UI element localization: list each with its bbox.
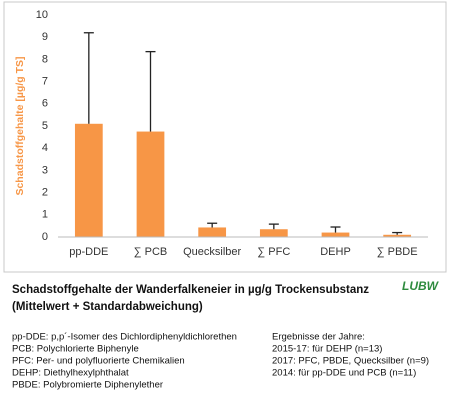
x-tick-label: Quecksilber xyxy=(183,246,241,258)
year-note: 2015-17: für DEHP (n=13) xyxy=(272,344,382,355)
year-note: 2017: PFC, PBDE, Quecksilber (n=9) xyxy=(272,356,429,367)
error-bar xyxy=(330,226,341,233)
y-axis-label: Schadstoffgehalte [µg/g TS] xyxy=(14,56,26,195)
y-tick-label: 3 xyxy=(42,164,48,176)
bar xyxy=(259,229,288,237)
y-tick-label: 6 xyxy=(42,98,48,110)
note: DEHP: Diethylhexylphthalat xyxy=(12,368,129,379)
bar xyxy=(74,123,103,237)
error-bar xyxy=(83,32,94,124)
y-tick-label: 7 xyxy=(42,76,48,88)
error-bar xyxy=(392,231,403,235)
y-tick-label: 2 xyxy=(42,187,48,199)
bar xyxy=(383,234,412,237)
error-bar xyxy=(145,50,156,132)
y-tick-label: 0 xyxy=(42,231,48,243)
y-tick-label: 1 xyxy=(42,209,48,221)
bar xyxy=(198,227,227,237)
note: PCB: Polychlorierte Biphenyle xyxy=(12,344,139,355)
note: PFC: Per- und polyfluorierte Chemikalien xyxy=(12,356,185,367)
note: pp-DDE: p,p´-Isomer des Dichlordiphenyld… xyxy=(12,332,237,343)
note: PBDE: Polybromierte Diphenylether xyxy=(12,380,163,391)
caption-title: (Mittelwert + Standardabweichung) xyxy=(12,301,203,313)
x-tick-label: pp-DDE xyxy=(69,246,108,258)
x-tick-label: DEHP xyxy=(320,246,351,258)
caption-title: Schadstoffgehalte der Wanderfalkeneier i… xyxy=(12,284,369,296)
y-tick-label: 9 xyxy=(42,31,48,43)
y-tick-label: 5 xyxy=(42,120,48,132)
x-tick-label: ∑ PCB xyxy=(134,246,168,258)
logo: LUBW xyxy=(402,279,440,293)
x-tick-label: ∑ PFC xyxy=(257,246,290,258)
y-tick-label: 10 xyxy=(36,9,48,21)
y-tick-label: 4 xyxy=(42,142,48,154)
error-bar xyxy=(268,223,279,230)
year-note: 2014: für pp-DDE und PCB (n=11) xyxy=(272,368,416,379)
year-note: Ergebnisse der Jahre: xyxy=(272,332,365,343)
error-bar xyxy=(207,222,218,228)
bar xyxy=(321,232,350,237)
bar xyxy=(136,131,165,237)
x-tick-label: ∑ PBDE xyxy=(377,246,418,258)
y-tick-label: 8 xyxy=(42,53,48,65)
chart-frame xyxy=(3,1,447,273)
